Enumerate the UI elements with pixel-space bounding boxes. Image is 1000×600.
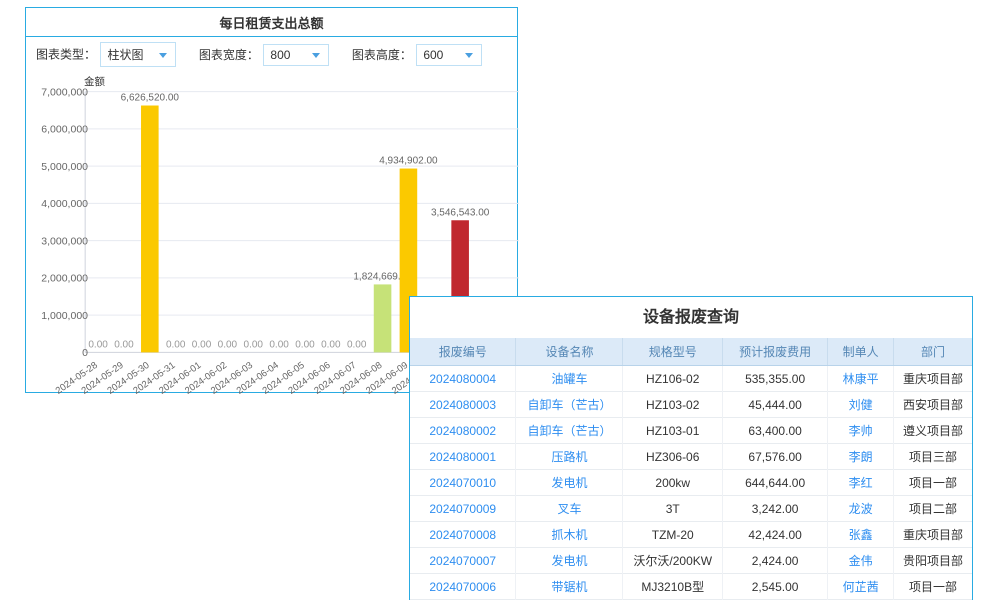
- svg-text:3,546,543.00: 3,546,543.00: [431, 207, 490, 218]
- svg-text:0.00: 0.00: [218, 339, 238, 350]
- svg-text:0.00: 0.00: [269, 339, 289, 350]
- svg-text:4,000,000: 4,000,000: [41, 198, 88, 210]
- svg-text:1,000,000: 1,000,000: [41, 310, 88, 322]
- svg-text:0.00: 0.00: [114, 339, 134, 350]
- svg-text:0: 0: [82, 347, 88, 359]
- svg-text:0.00: 0.00: [347, 339, 367, 350]
- svg-text:6,000,000: 6,000,000: [41, 124, 88, 136]
- svg-text:5,000,000: 5,000,000: [41, 161, 88, 173]
- svg-text:6,626,520.00: 6,626,520.00: [121, 93, 180, 104]
- svg-text:0.00: 0.00: [192, 339, 212, 350]
- svg-text:4,934,902.00: 4,934,902.00: [379, 156, 438, 167]
- svg-text:0.00: 0.00: [166, 339, 186, 350]
- svg-text:7,000,000: 7,000,000: [41, 86, 88, 98]
- svg-text:0.00: 0.00: [88, 339, 108, 350]
- svg-text:3,000,000: 3,000,000: [41, 235, 88, 247]
- svg-text:2,000,000: 2,000,000: [41, 273, 88, 285]
- svg-text:0.00: 0.00: [321, 339, 341, 350]
- svg-text:0.00: 0.00: [295, 339, 315, 350]
- svg-text:0.00: 0.00: [244, 339, 264, 350]
